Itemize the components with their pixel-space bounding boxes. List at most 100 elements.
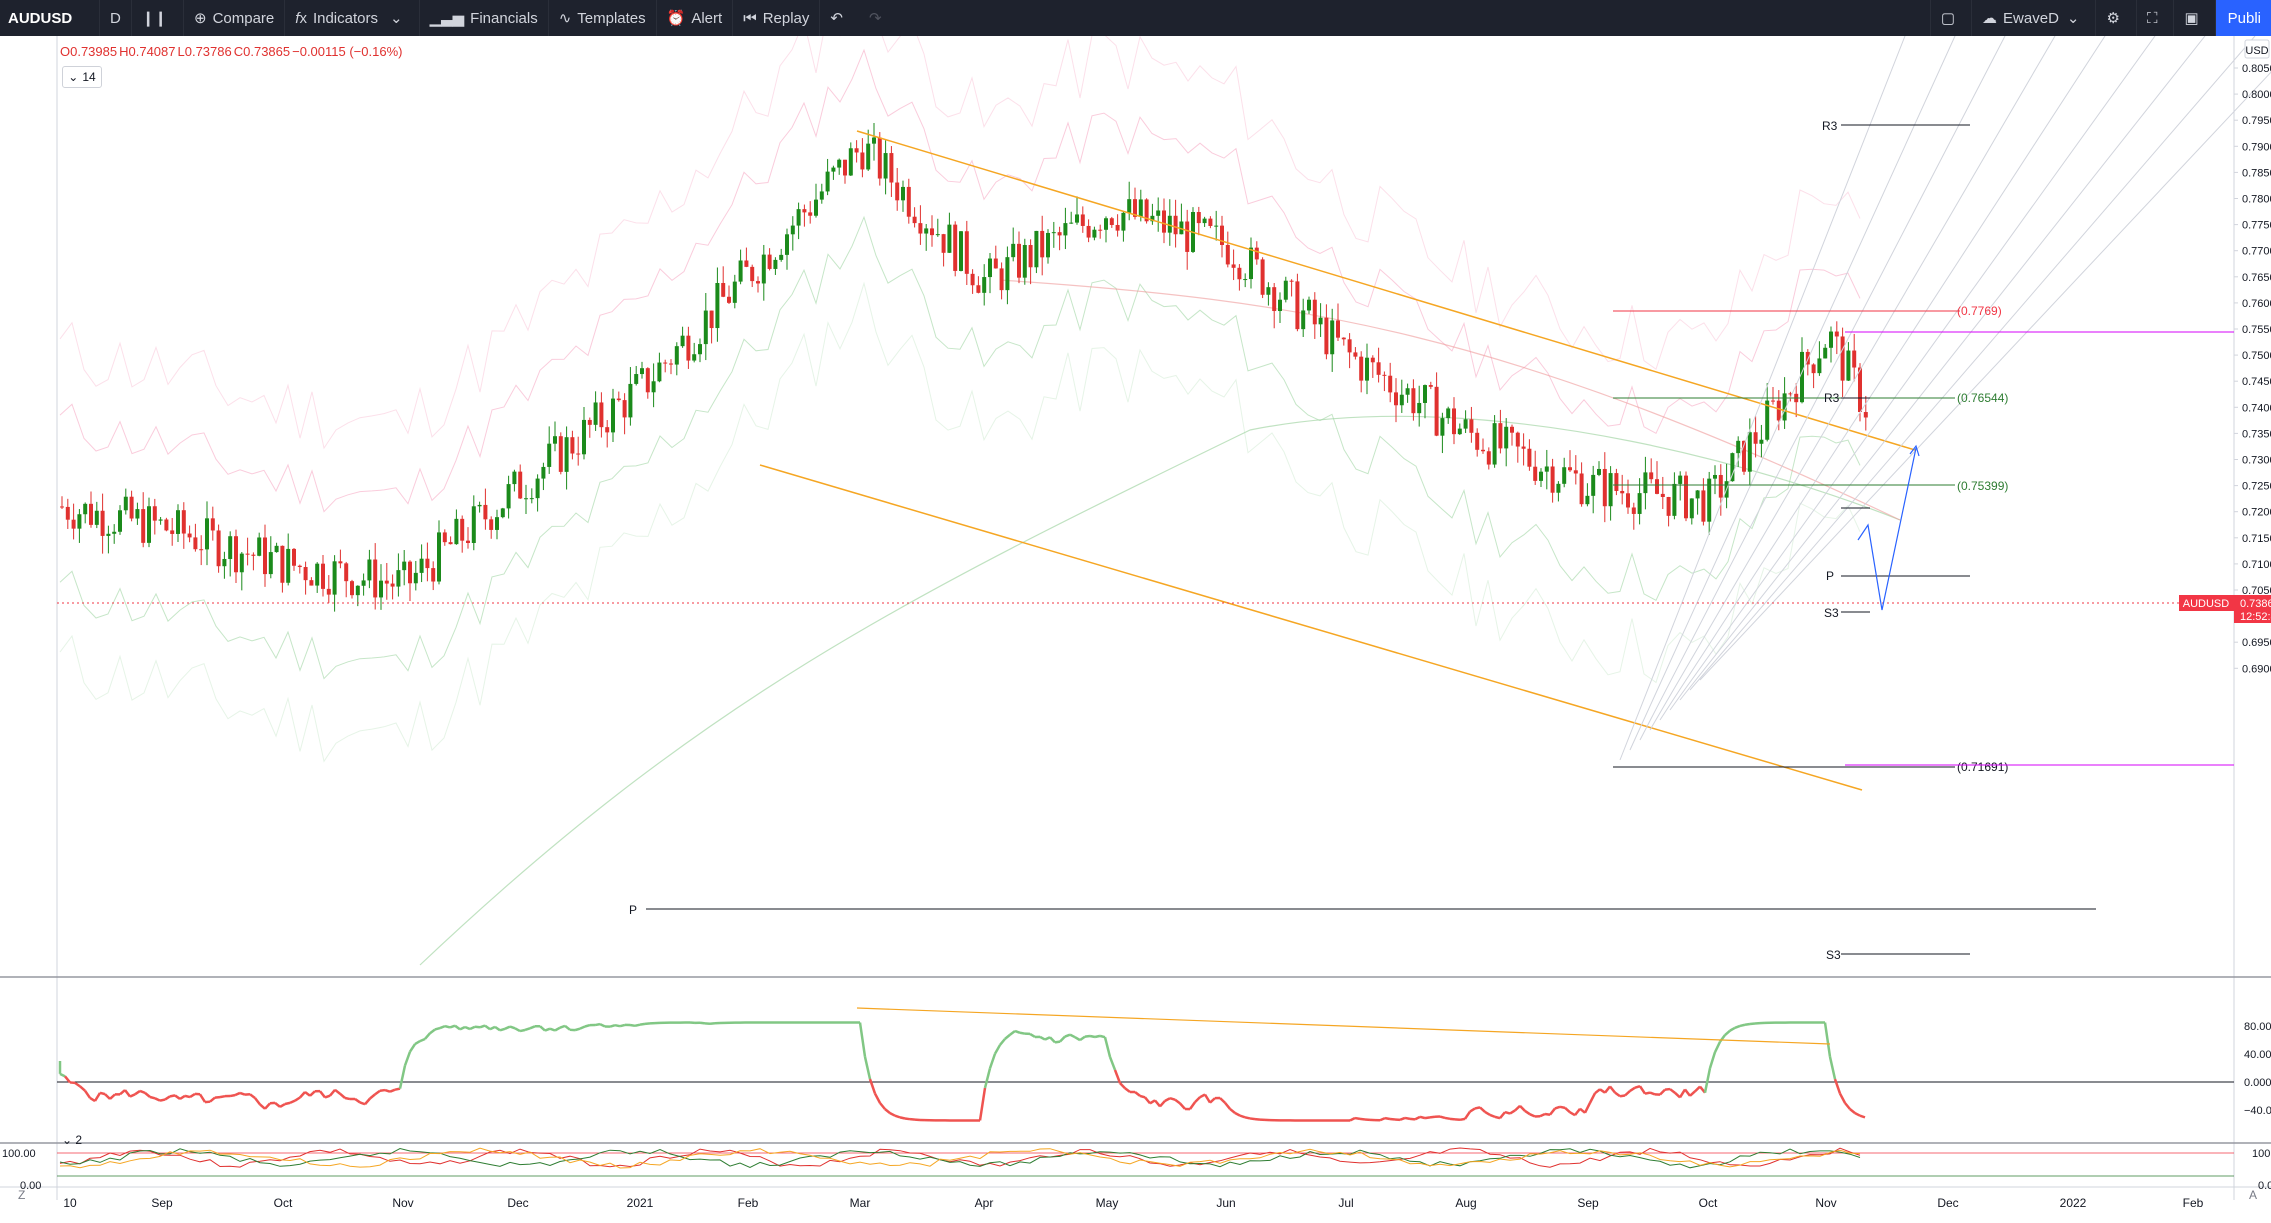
candle-body: [129, 496, 134, 519]
chart-background: [57, 36, 2234, 1223]
templates-button[interactable]: ∿ Templates: [549, 0, 657, 36]
r3-mid-label: R3: [1824, 391, 1840, 405]
financials-button[interactable]: ▁▃▅ Financials: [420, 0, 549, 36]
osc-segment: [1629, 1086, 1636, 1092]
osc-segment: [1484, 1110, 1491, 1117]
replay-label: Replay: [762, 9, 810, 27]
auto-scale-button[interactable]: A: [2248, 1188, 2257, 1202]
candle-body: [1713, 474, 1717, 479]
osc-segment: [1519, 1104, 1526, 1112]
replay-button[interactable]: ⏮ Replay: [733, 0, 821, 36]
candle-body: [1115, 224, 1120, 231]
osc-segment: [1489, 1113, 1496, 1119]
candle-body: [1370, 357, 1375, 363]
currency-box[interactable]: [2244, 39, 2270, 59]
candle-body: [576, 453, 581, 455]
osc-segment: [619, 1023, 626, 1028]
candle-body: [1597, 468, 1601, 475]
candle-body: [1782, 393, 1787, 421]
osc-segment: [239, 1091, 246, 1096]
candle-body: [553, 436, 557, 444]
candle-body: [1649, 472, 1654, 480]
stoch-length-toggle[interactable]: ⌄ 2: [62, 1133, 82, 1147]
osc-divergence-line[interactable]: [856, 1007, 1831, 1045]
undo-button[interactable]: ↶: [820, 0, 859, 36]
chart-type-button[interactable]: ❙❙: [132, 0, 184, 36]
candle-body: [1225, 244, 1230, 265]
candle-body: [118, 510, 122, 532]
osc-segment: [198, 1093, 207, 1103]
osc-segment: [1144, 1096, 1151, 1105]
candle-body: [1788, 393, 1793, 395]
candle-body: [895, 182, 900, 201]
candle-body: [1504, 426, 1509, 449]
osc-segment: [104, 1093, 111, 1100]
osc-segment: [1564, 1106, 1571, 1114]
candle-body: [1063, 223, 1068, 236]
channel-upper-line[interactable]: [856, 130, 1916, 451]
candle-body: [930, 228, 934, 236]
templates-label: Templates: [577, 9, 646, 27]
candle-body: [1771, 400, 1775, 402]
projection-path[interactable]: [1857, 447, 1917, 611]
oscillator-series: [58, 1021, 1866, 1122]
candle-body: [1800, 351, 1804, 403]
candle-body: [1852, 350, 1857, 368]
z-label-icon[interactable]: Z: [18, 1188, 26, 1202]
candle-body: [999, 268, 1004, 291]
redo-button[interactable]: ↷: [859, 0, 898, 36]
price-axis[interactable]: 0.80500 0.80000 0.79500 0.79000 0.78500 0.780…: [2234, 63, 2271, 675]
candle-body: [1446, 408, 1451, 419]
interval-button[interactable]: D: [100, 0, 132, 36]
osc-segment: [324, 1094, 331, 1099]
candle-body: [1550, 466, 1555, 493]
osc-segment: [1649, 1091, 1656, 1096]
osc-segment: [1838, 1093, 1847, 1104]
candle-body: [1475, 432, 1480, 450]
channel-lower-line[interactable]: [759, 464, 1863, 791]
osc-segment: [279, 1102, 286, 1108]
indicators-button[interactable]: fx Indicators ⌄: [285, 0, 420, 36]
undo-icon: ↶: [830, 10, 843, 27]
expand-button[interactable]: ⛶: [2137, 0, 2175, 36]
layout-button[interactable]: ☁ EwaveD ⌄: [1972, 0, 2097, 36]
alert-button[interactable]: ⏰ Alert: [657, 0, 734, 36]
osc-segment: [449, 1024, 456, 1029]
publish-button[interactable]: Publi: [2215, 0, 2271, 36]
candle-body: [1046, 232, 1050, 258]
osc-axis[interactable]: 80.0000 40.0000 0.0000 −40.0000: [2244, 1021, 2271, 1117]
symbol-search-button[interactable]: AUDUSD: [0, 0, 100, 36]
osc-segment: [424, 1032, 431, 1040]
settings-button[interactable]: ⚙: [2096, 0, 2137, 36]
candle-body: [616, 398, 621, 401]
candle-body: [622, 400, 627, 418]
osc-segment: [1179, 1102, 1186, 1110]
osc-segment: [584, 1023, 591, 1028]
candle-body: [1283, 280, 1288, 300]
candle-body: [477, 504, 482, 507]
band-outer-upper: [59, 36, 1861, 450]
fan-line: [1659, 36, 2106, 721]
osc-segment: [889, 1111, 896, 1117]
osc-segment: [1029, 1032, 1036, 1039]
candle-body: [1707, 478, 1712, 522]
candle-body: [1312, 299, 1317, 325]
compare-button[interactable]: ⊕ Compare: [184, 0, 286, 36]
candle-body: [1440, 418, 1445, 436]
osc-segment: [983, 1067, 992, 1089]
price-tick-label: 0.78500: [2242, 167, 2271, 179]
osc-segment: [319, 1090, 326, 1099]
osc-segment: [594, 1022, 601, 1027]
candle-body: [1585, 495, 1590, 505]
chart-canvas[interactable]: R3 (0.7769) (0.76544) R3 (0.75399) P S3 …: [0, 36, 2271, 1223]
osc-segment: [1713, 1041, 1722, 1053]
candle-body: [355, 585, 360, 596]
snapshot-button[interactable]: ▣: [2174, 0, 2216, 36]
osc-segment: [124, 1089, 131, 1098]
fullscreen-toggle-button[interactable]: ▢: [1929, 0, 1973, 36]
time-axis[interactable]: 10 Sep Oct Nov Dec 2021 Feb Mar Apr May Jun Jul Aug S…: [63, 1196, 2203, 1210]
osc-segment: [419, 1037, 426, 1043]
stoch-line: [59, 1147, 1861, 1169]
stoch-left-bottom: 0.00: [20, 1180, 41, 1192]
indicator-length-toggle[interactable]: ⌄ 14: [62, 66, 102, 88]
